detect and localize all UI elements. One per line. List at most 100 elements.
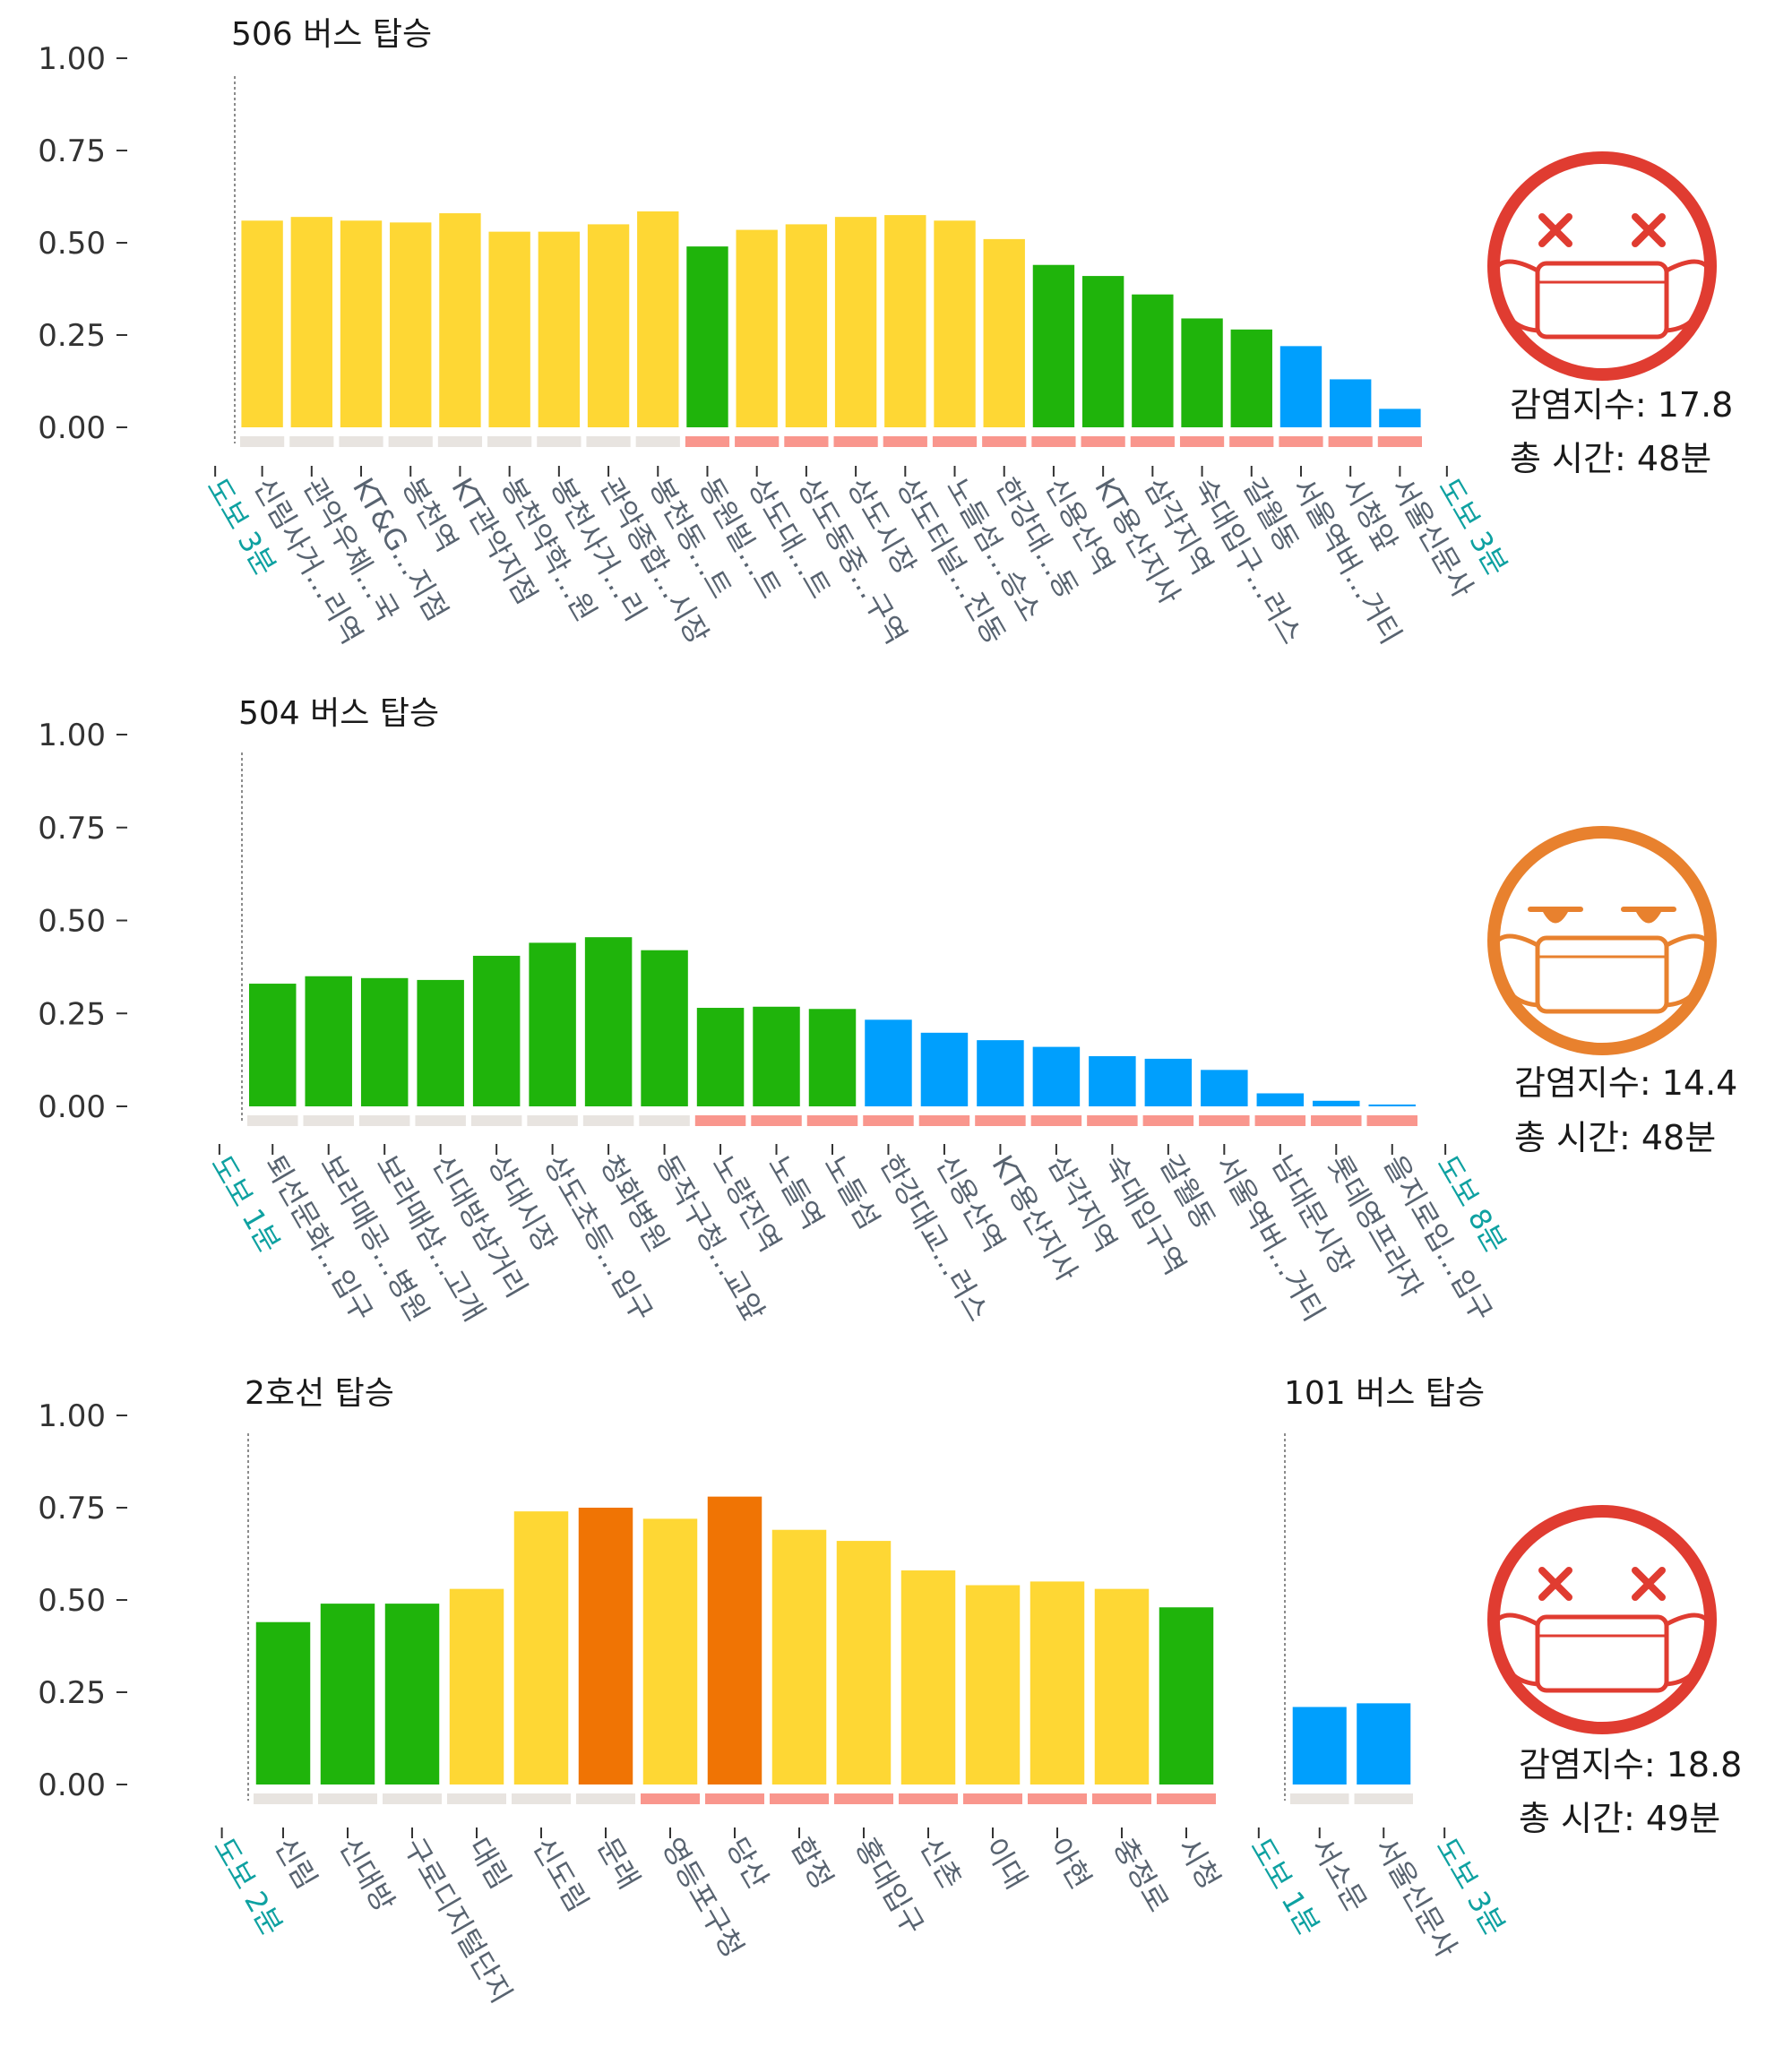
y-tick-label: 0.00 [38,1767,106,1803]
bar [696,1008,745,1106]
strip-cell [963,1793,1022,1804]
segment-title: 2호선 탑승 [245,1375,394,1412]
y-tick-label: 1.00 [38,41,106,77]
x-tick-label: 대림 [461,1832,517,1895]
bar [900,1570,956,1784]
y-tick-label: 0.50 [38,904,106,940]
strip-cell [1031,436,1076,447]
mask [1535,261,1669,340]
strip-cell [735,436,780,447]
bar [785,224,828,427]
bar [637,211,679,427]
bar [1181,318,1223,427]
bar [439,213,481,427]
bar [1313,1100,1360,1106]
bar [578,1508,633,1784]
annoyed-mask-face-icon [1487,826,1717,1055]
bar [587,224,630,427]
bar [1159,1607,1214,1784]
strip-cell [806,1115,858,1126]
bar [529,942,576,1106]
strip-cell [437,436,483,447]
x-tick-label: 노들섬 [817,1149,886,1234]
infection-index-text: 감염지수: 18.8 [1519,1745,1742,1784]
mask [1535,1614,1669,1693]
bar [1230,329,1272,427]
infection-index-text: 감염지수: 17.8 [1510,385,1733,425]
bar [360,977,409,1106]
total-time-text: 총 시간: 48분 [1514,1118,1716,1157]
strip-cell [1092,1793,1151,1804]
bar [340,220,383,427]
bar [290,217,332,427]
strip-cell [240,436,285,447]
y-tick-label: 0.75 [38,133,106,169]
bar [1330,379,1372,427]
strip-cell [1366,1115,1417,1126]
x-tick-label: 신림 [268,1832,323,1895]
dizzy-mask-face-icon [1487,151,1717,381]
bar [1292,1707,1347,1784]
strip-cell [899,1793,958,1804]
mask-strap-left [1492,1612,1539,1687]
strip-cell [1081,436,1125,447]
bar [1256,1093,1305,1106]
face-outline [1487,826,1717,1055]
strip-cell [863,1115,914,1126]
strip-cell [1377,436,1422,447]
strip-cell [254,1793,313,1804]
eye [1543,912,1568,924]
strip-cell [639,1115,690,1126]
x-tick-label: 아현 [1042,1832,1098,1895]
strip-cell [833,436,878,447]
strip-cell [512,1793,571,1804]
x-eye [1632,213,1666,247]
strip-cell [487,436,532,447]
x-tick-label: 충정로 [1107,1832,1176,1917]
bar [1132,294,1174,427]
bar [305,976,352,1106]
x-tick-label: 당산 [719,1832,775,1895]
mask-strap-right [1665,933,1712,1008]
bar [642,1518,698,1784]
bar [449,1588,504,1784]
y-tick-label: 0.25 [38,318,106,354]
face-outline [1487,1505,1717,1734]
strip-cell [1157,1793,1216,1804]
strip-cell [586,436,631,447]
strip-cell [388,436,433,447]
strip-cell [975,1115,1026,1126]
bar [865,1019,912,1106]
bar [241,220,283,427]
strip-cell [1030,1115,1082,1126]
bar [255,1621,311,1784]
bar [884,215,926,427]
strip-cell [883,436,927,447]
bar [1032,1046,1081,1106]
strip-cell [247,1115,298,1126]
bar [1144,1058,1193,1106]
strip-cell [415,1115,466,1126]
strip-cell [635,436,680,447]
bar [1094,1588,1150,1784]
y-tick-label: 0.75 [38,1491,106,1526]
mask-strap-left [1492,933,1539,1008]
x-tick-label: 문래 [590,1832,646,1895]
bar [538,231,581,427]
bar [1032,264,1075,427]
strip-cell [1028,1793,1087,1804]
bar [965,1585,1021,1784]
strip-cell [1130,436,1175,447]
bar [707,1496,762,1784]
strip-cell [982,436,1027,447]
strip-cell [447,1793,506,1804]
infection-index-text: 감염지수: 14.4 [1514,1063,1737,1103]
y-tick-label: 0.25 [38,1675,106,1711]
bar [472,955,521,1106]
strip-cell [705,1793,764,1804]
mask [1535,935,1669,1014]
mask-strap-right [1665,259,1712,333]
